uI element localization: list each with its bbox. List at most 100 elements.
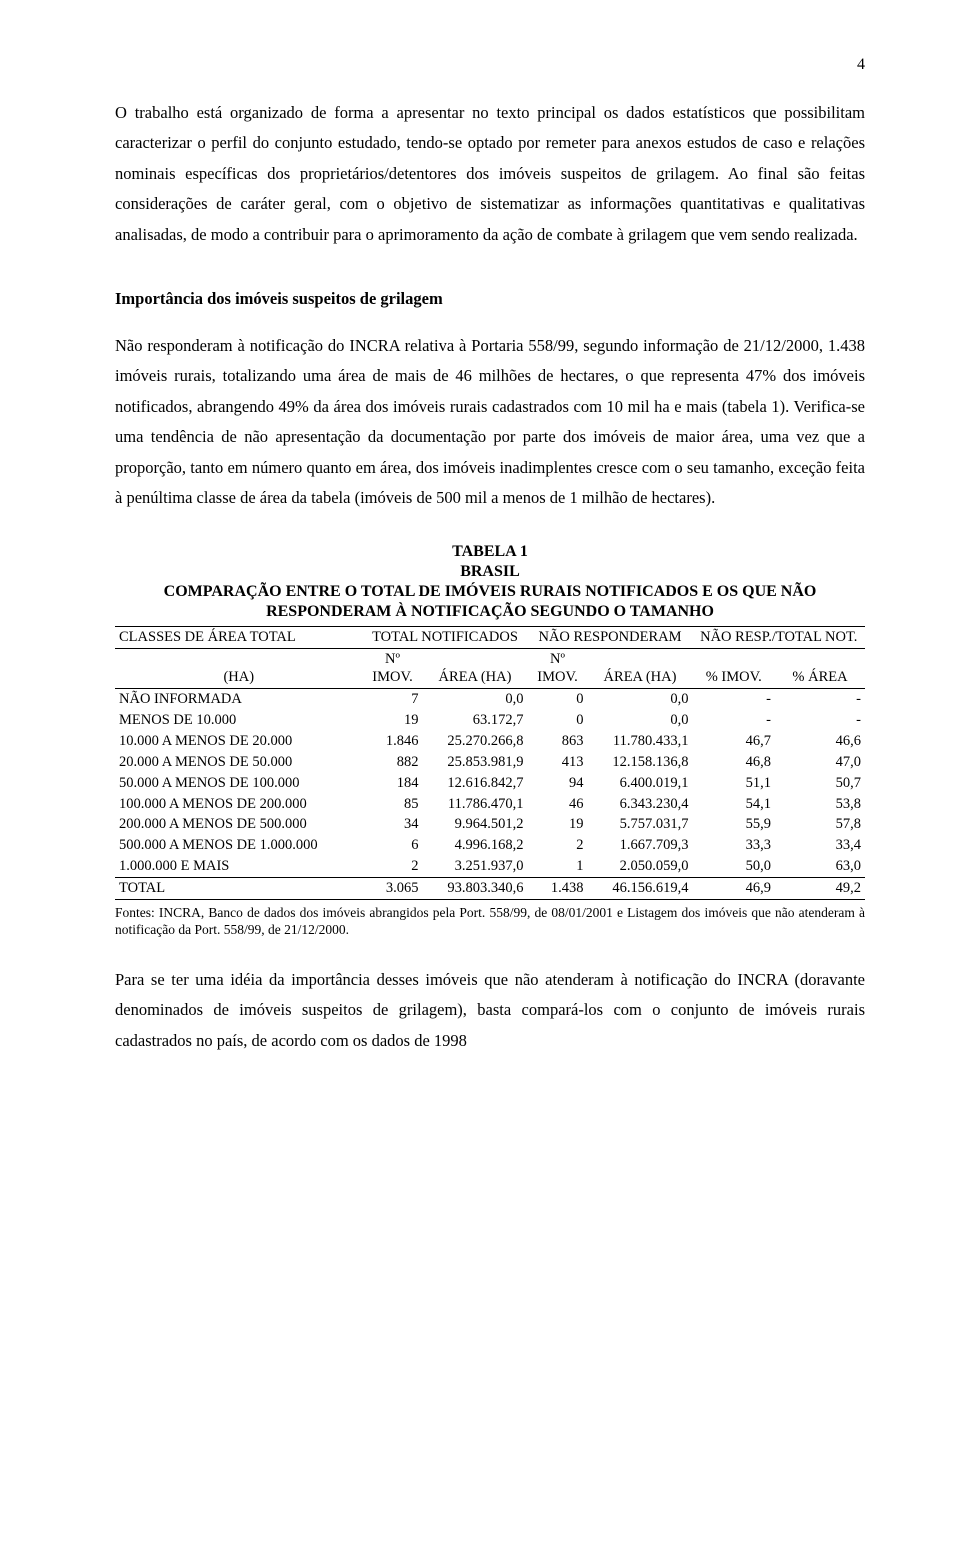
cell-label: 1.000.000 E MAIS: [115, 856, 363, 877]
table-row: 50.000 A MENOS DE 100.00018412.616.842,7…: [115, 773, 865, 794]
cell-label: 20.000 A MENOS DE 50.000: [115, 752, 363, 773]
cell-value: 25.853.981,9: [423, 752, 528, 773]
cell-value: 47,0: [775, 752, 865, 773]
cell-value: 12.616.842,7: [423, 773, 528, 794]
col-header: NÃO RESPONDERAM: [528, 626, 693, 648]
cell-value: 2: [528, 835, 588, 856]
cell-value: 55,9: [693, 814, 776, 835]
cell-label: 100.000 A MENOS DE 200.000: [115, 794, 363, 815]
table-row: NÃO INFORMADA70,000,0--: [115, 689, 865, 710]
col-header: CLASSES DE ÁREA TOTAL: [115, 626, 363, 648]
cell-value: 25.270.266,8: [423, 731, 528, 752]
cell-value: 46: [528, 794, 588, 815]
table-row: 1.000.000 E MAIS23.251.937,012.050.059,0…: [115, 856, 865, 877]
table-row: TOTAL3.06593.803.340,61.43846.156.619,44…: [115, 877, 865, 899]
cell-value: 1.846: [363, 731, 423, 752]
table-head: CLASSES DE ÁREA TOTAL TOTAL NOTIFICADOS …: [115, 626, 865, 689]
cell-value: 50,7: [775, 773, 865, 794]
data-table: CLASSES DE ÁREA TOTAL TOTAL NOTIFICADOS …: [115, 626, 865, 900]
table-row: MENOS DE 10.0001963.172,700,0--: [115, 710, 865, 731]
col-subheader: % ÁREA: [775, 648, 865, 689]
cell-value: 46.156.619,4: [588, 877, 693, 899]
cell-value: 184: [363, 773, 423, 794]
cell-value: 46,6: [775, 731, 865, 752]
cell-value: 0: [528, 689, 588, 710]
cell-value: 33,4: [775, 835, 865, 856]
cell-value: 882: [363, 752, 423, 773]
cell-value: 2.050.059,0: [588, 856, 693, 877]
cell-label: MENOS DE 10.000: [115, 710, 363, 731]
cell-value: -: [693, 710, 776, 731]
cell-label: TOTAL: [115, 877, 363, 899]
table-row: 10.000 A MENOS DE 20.0001.84625.270.266,…: [115, 731, 865, 752]
cell-value: 49,2: [775, 877, 865, 899]
col-header: NÃO RESP./TOTAL NOT.: [693, 626, 866, 648]
col-subheader: % IMOV.: [693, 648, 776, 689]
cell-value: 46,7: [693, 731, 776, 752]
cell-value: 0,0: [588, 689, 693, 710]
cell-value: 7: [363, 689, 423, 710]
table-source: Fontes: INCRA, Banco de dados dos imóvei…: [115, 904, 865, 939]
table-row: 200.000 A MENOS DE 500.000349.964.501,21…: [115, 814, 865, 835]
table-row: 100.000 A MENOS DE 200.0008511.786.470,1…: [115, 794, 865, 815]
cell-value: -: [775, 689, 865, 710]
cell-value: 94: [528, 773, 588, 794]
table-title-line: BRASIL: [460, 563, 520, 580]
cell-value: 85: [363, 794, 423, 815]
table-header-row: CLASSES DE ÁREA TOTAL TOTAL NOTIFICADOS …: [115, 626, 865, 648]
cell-value: 6: [363, 835, 423, 856]
cell-value: 0: [528, 710, 588, 731]
section-heading: Importância dos imóveis suspeitos de gri…: [115, 284, 865, 315]
cell-value: 19: [363, 710, 423, 731]
cell-label: NÃO INFORMADA: [115, 689, 363, 710]
table-body: NÃO INFORMADA70,000,0--MENOS DE 10.00019…: [115, 689, 865, 899]
cell-value: 9.964.501,2: [423, 814, 528, 835]
cell-value: 12.158.136,8: [588, 752, 693, 773]
cell-value: 33,3: [693, 835, 776, 856]
cell-value: 46,8: [693, 752, 776, 773]
table-title-line: TABELA 1: [452, 543, 528, 560]
cell-value: 63,0: [775, 856, 865, 877]
page-number: 4: [115, 50, 865, 80]
cell-value: 46,9: [693, 877, 776, 899]
cell-value: 3.251.937,0: [423, 856, 528, 877]
cell-label: 200.000 A MENOS DE 500.000: [115, 814, 363, 835]
cell-value: 19: [528, 814, 588, 835]
col-header: TOTAL NOTIFICADOS: [363, 626, 528, 648]
cell-label: 500.000 A MENOS DE 1.000.000: [115, 835, 363, 856]
paragraph-closing: Para se ter uma idéia da importância des…: [115, 965, 865, 1057]
table-title-line: COMPARAÇÃO ENTRE O TOTAL DE IMÓVEIS RURA…: [164, 583, 817, 600]
cell-value: 50,0: [693, 856, 776, 877]
table-subheader-row: (HA) Nº IMOV. ÁREA (HA) Nº IMOV. ÁREA (H…: [115, 648, 865, 689]
cell-value: 93.803.340,6: [423, 877, 528, 899]
cell-value: 4.996.168,2: [423, 835, 528, 856]
cell-label: 10.000 A MENOS DE 20.000: [115, 731, 363, 752]
cell-value: 11.780.433,1: [588, 731, 693, 752]
cell-value: 3.065: [363, 877, 423, 899]
cell-value: 0,0: [588, 710, 693, 731]
cell-value: -: [775, 710, 865, 731]
cell-value: 11.786.470,1: [423, 794, 528, 815]
cell-value: 1: [528, 856, 588, 877]
cell-value: -: [693, 689, 776, 710]
cell-label: 50.000 A MENOS DE 100.000: [115, 773, 363, 794]
paragraph-intro: O trabalho está organizado de forma a ap…: [115, 98, 865, 251]
table-title: TABELA 1 BRASIL COMPARAÇÃO ENTRE O TOTAL…: [115, 542, 865, 622]
col-subheader: ÁREA (HA): [588, 648, 693, 689]
col-subheader: Nº IMOV.: [363, 648, 423, 689]
cell-value: 5.757.031,7: [588, 814, 693, 835]
cell-value: 53,8: [775, 794, 865, 815]
cell-value: 2: [363, 856, 423, 877]
cell-value: 57,8: [775, 814, 865, 835]
cell-value: 34: [363, 814, 423, 835]
cell-value: 63.172,7: [423, 710, 528, 731]
table-title-line: RESPONDERAM À NOTIFICAÇÃO SEGUNDO O TAMA…: [266, 603, 714, 620]
document-page: 4 O trabalho está organizado de forma a …: [0, 0, 960, 1106]
cell-value: 54,1: [693, 794, 776, 815]
cell-value: 1.438: [528, 877, 588, 899]
cell-value: 6.400.019,1: [588, 773, 693, 794]
table-row: 500.000 A MENOS DE 1.000.00064.996.168,2…: [115, 835, 865, 856]
cell-value: 0,0: [423, 689, 528, 710]
cell-value: 6.343.230,4: [588, 794, 693, 815]
table-row: 20.000 A MENOS DE 50.00088225.853.981,9 4…: [115, 752, 865, 773]
